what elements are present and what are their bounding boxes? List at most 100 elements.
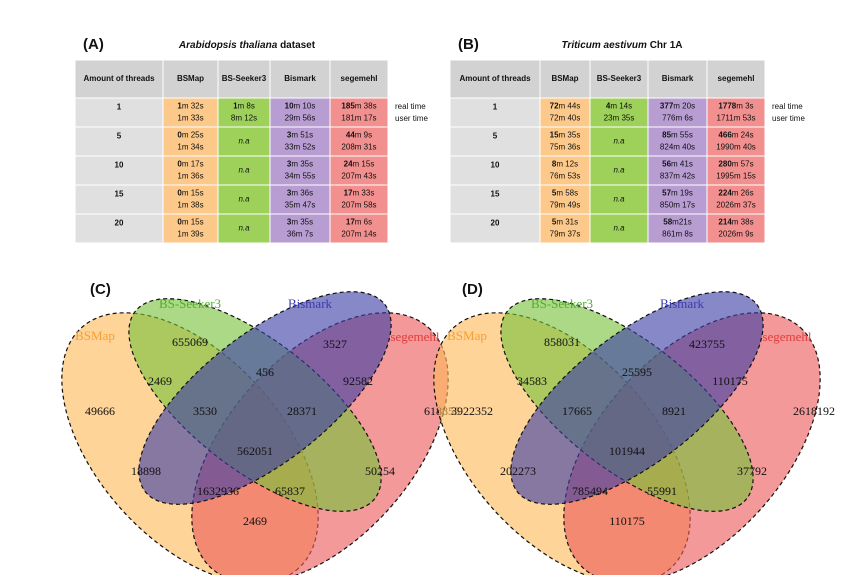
real-time: 1m 8s	[233, 102, 255, 111]
user-time: 1m 39s	[177, 230, 203, 239]
na-text: n.a	[238, 137, 250, 146]
user-time: 207m 14s	[341, 230, 376, 239]
header-text: BSMap	[177, 74, 204, 83]
panel-label: (A)	[83, 36, 104, 53]
venn-set	[510, 291, 764, 505]
real-time: 10m 10s	[285, 102, 316, 111]
real-time: 3m 35s	[287, 160, 313, 169]
real-rest: m 6s	[355, 218, 372, 227]
region-count: 655069	[172, 335, 208, 349]
region-count: 55991	[647, 484, 677, 498]
venn-set	[138, 291, 392, 505]
time-cell	[269, 184, 331, 215]
na-text: n.a	[613, 195, 625, 204]
threads-text: 5	[117, 132, 122, 141]
region-count: 49666	[85, 404, 115, 418]
user-time: 33m 52s	[285, 143, 316, 152]
real-minutes: 3	[287, 218, 292, 227]
set-label: Bismark	[660, 296, 705, 311]
time-cell	[162, 155, 219, 186]
time-cell	[647, 97, 708, 128]
row-note: real time	[395, 102, 426, 111]
header-text: BS-Seeker3	[222, 74, 267, 83]
real-minutes: 56	[662, 160, 671, 169]
real-minutes: 280	[718, 160, 732, 169]
real-minutes: 3	[287, 189, 292, 198]
user-time: 23m 35s	[604, 114, 635, 123]
user-time: 72m 40s	[550, 114, 581, 123]
real-minutes: 8	[552, 160, 557, 169]
real-rest: m 3s	[736, 102, 753, 111]
time-cell	[706, 126, 766, 157]
real-minutes: 44	[346, 131, 355, 140]
na-text: n.a	[613, 224, 625, 233]
real-rest: m 15s	[182, 218, 204, 227]
time-cell	[162, 213, 219, 244]
real-time: 3m 35s	[287, 218, 313, 227]
threads-text: 1	[117, 103, 122, 112]
real-rest: m 36s	[291, 189, 313, 198]
threads-cell	[74, 97, 164, 128]
user-time: 1m 38s	[177, 201, 203, 210]
time-cell	[647, 184, 708, 215]
real-time: 0m 15s	[177, 218, 203, 227]
real-minutes: 85	[662, 131, 671, 140]
threads-text: 15	[491, 190, 500, 199]
real-minutes: 57	[662, 189, 671, 198]
header-cell	[74, 59, 164, 99]
user-time: 824m 40s	[660, 143, 695, 152]
user-time: 1m 33s	[177, 114, 203, 123]
panel-label: (D)	[462, 281, 483, 298]
set-label: BSMap	[75, 328, 115, 343]
na-text: n.a	[238, 224, 250, 233]
time-cell	[329, 155, 389, 186]
real-time: 17m 6s	[346, 218, 372, 227]
real-rest: m 25s	[182, 131, 204, 140]
region-count: 25595	[622, 365, 652, 379]
real-time: 15m 35s	[550, 131, 581, 140]
region-count: 3527	[323, 337, 347, 351]
user-time: 776m 6s	[662, 114, 693, 123]
panel-label: (C)	[90, 281, 111, 298]
threads-text: 20	[491, 219, 500, 228]
set-label: BS-Seeker3	[159, 296, 221, 311]
real-time: 0m 15s	[177, 189, 203, 198]
title-rest: dataset	[280, 40, 316, 51]
real-time: 1m 32s	[177, 102, 203, 111]
user-time: 34m 55s	[285, 172, 316, 181]
real-time: 4m 14s	[606, 102, 632, 111]
title-rest: Chr 1A	[650, 40, 683, 51]
real-rest: m 17s	[182, 160, 204, 169]
time-cell	[217, 213, 271, 244]
real-rest: m 38s	[355, 102, 377, 111]
threads-text: 10	[115, 161, 124, 170]
row-note: real time	[772, 102, 803, 111]
user-time: 75m 36s	[550, 143, 581, 152]
real-minutes: 5	[552, 189, 557, 198]
real-time: 8m 12s	[552, 160, 578, 169]
header-text: BS-Seeker3	[597, 74, 642, 83]
time-cell	[589, 126, 649, 157]
user-time: 1m 36s	[177, 172, 203, 181]
real-rest: m 20s	[673, 102, 695, 111]
region-count: 110175	[712, 374, 748, 388]
user-time: 1711m 53s	[717, 114, 756, 123]
real-time: 214m 38s	[718, 218, 753, 227]
region-count: 101944	[609, 444, 645, 458]
time-cell	[589, 184, 649, 215]
region-count: 456	[256, 365, 274, 379]
region-count: 785494	[572, 484, 608, 498]
real-minutes: 0	[177, 189, 182, 198]
user-time: 207m 58s	[341, 201, 376, 210]
user-time: 850m 17s	[660, 201, 695, 210]
set-label: BS-Seeker3	[531, 296, 593, 311]
real-time: 24m 15s	[344, 160, 375, 169]
region-count: 50254	[365, 464, 395, 478]
region-count: 2469	[243, 514, 267, 528]
user-time: 861m 8s	[662, 230, 693, 239]
set-label: BSMap	[447, 328, 487, 343]
header-cell	[706, 59, 766, 99]
set-label: segemehl	[390, 329, 439, 344]
time-cell	[589, 155, 649, 186]
region-count: 423755	[689, 337, 725, 351]
